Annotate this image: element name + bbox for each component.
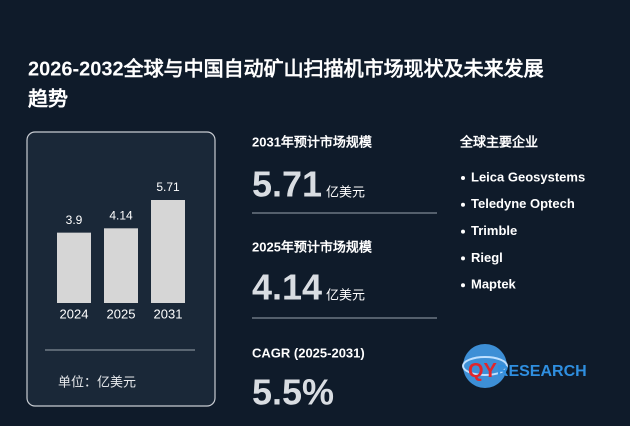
company: Riegl [471,250,503,265]
title: 趋势 [28,86,68,110]
stat-unit: 亿美元 [326,287,365,302]
logo-text: QYRESEARCH [468,360,587,382]
companies-heading: 全球主要企业 [459,134,538,149]
stat-unit: 亿美元 [326,184,365,199]
unit-label: 单位：亿美元 [58,374,136,389]
value-label: 4.14 [109,208,133,222]
value-label: 3.9 [66,213,83,227]
bar [151,200,185,303]
bar [104,228,138,303]
stat-value: 5.71 [252,164,322,205]
stats: 2031年预计市场规模 5.71 亿美元 2025年预计市场规模 4.14 亿美元 CAGR… [252,134,437,413]
stat-label: 2031年预计市场规模 [252,134,373,149]
company: Teledyne Optech [471,196,575,211]
logo-orbit [462,356,508,376]
bar [57,232,91,303]
bullet [461,256,465,261]
x-tick-label: 2025 [107,306,136,321]
logo-globe [463,344,507,388]
stat-label: CAGR (2025-2031) [252,345,365,360]
title: 2026-2032全球与中国自动矿山扫描机市场现状及未来发展 [28,56,544,80]
stat-label: 2025年预计市场规模 [252,239,373,254]
company: Maptek [471,277,517,292]
x-tick-label: 2031 [154,306,183,321]
bullet [461,283,465,288]
company: Leica Geosystems [471,169,585,184]
bullet [461,229,465,234]
stat-value: 5.5% [252,372,334,413]
x-tick-label: 2024 [60,306,89,321]
stat-value: 4.14 [252,267,322,308]
bullet [461,176,465,180]
company: Trimble [471,223,517,238]
logo: QYRESEARCH [462,344,587,388]
value-label: 5.71 [156,180,180,194]
companies: 全球主要企业 Leica Geosystems Teledyne Optech Tri… [459,134,585,291]
bullet [461,202,465,207]
